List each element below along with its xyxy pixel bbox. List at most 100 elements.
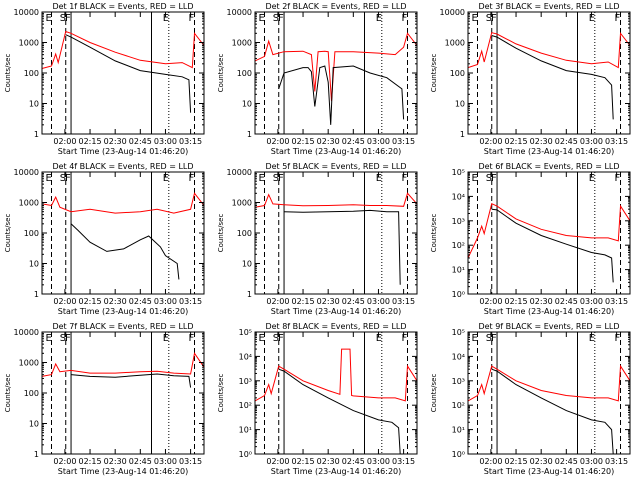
x-tick-label: 02:00 xyxy=(266,297,289,306)
x-axis-label: Start Time (23-Aug-14 01:46:20) xyxy=(58,467,189,476)
x-tick-label: 02:00 xyxy=(479,457,502,466)
flag-label: S xyxy=(60,13,66,24)
lld-series-line xyxy=(467,364,631,402)
events-series-line xyxy=(278,368,401,455)
y-tick-label: 1 xyxy=(460,130,465,139)
y-tick-label: 100 xyxy=(237,229,252,238)
y-tick-label: 1 xyxy=(247,290,252,299)
flag-label: S xyxy=(486,13,492,24)
y-tick-label: 10000 xyxy=(227,8,252,17)
flag-label: F xyxy=(65,13,71,24)
events-series-line xyxy=(65,34,192,113)
y-tick-label: 10⁰ xyxy=(452,450,465,459)
flag-label: E xyxy=(376,333,382,344)
y-tick-label: 10000 xyxy=(227,168,252,177)
flag-label: E xyxy=(471,13,477,24)
x-tick-label: 03:15 xyxy=(605,137,628,146)
y-tick-label: 10⁰ xyxy=(239,450,252,459)
flag-label: S xyxy=(273,333,279,344)
y-tick-label: 10¹ xyxy=(452,266,465,275)
lld-series-line xyxy=(41,192,205,214)
y-tick-label: 10 xyxy=(29,260,39,269)
y-tick-label: 100 xyxy=(24,69,39,78)
y-tick-label: 10⁵ xyxy=(452,328,465,337)
y-axis-label: Counts/sec xyxy=(217,374,225,413)
x-tick-label: 02:45 xyxy=(342,297,365,306)
flag-label: E xyxy=(258,13,264,24)
y-tick-label: 10³ xyxy=(239,377,252,386)
flag-label: S xyxy=(273,13,279,24)
y-tick-label: 1 xyxy=(34,450,39,459)
x-tick-label: 02:30 xyxy=(104,297,127,306)
flag-label: E xyxy=(471,173,477,184)
x-tick-label: 03:00 xyxy=(154,457,177,466)
flag-label: F xyxy=(491,173,497,184)
x-tick-label: 03:15 xyxy=(392,137,415,146)
flag-label: F xyxy=(189,13,195,24)
flag-label: E xyxy=(163,333,169,344)
x-tick-label: 02:15 xyxy=(505,297,528,306)
panel-title: Det 5f BLACK = Events, RED = LLD xyxy=(265,162,406,171)
flag-label: F xyxy=(65,173,71,184)
x-axis-label: Start Time (23-Aug-14 01:46:20) xyxy=(484,147,615,156)
panel-title: Det 9f BLACK = Events, RED = LLD xyxy=(478,322,619,331)
plot-frame xyxy=(41,331,205,455)
x-axis-label: Start Time (23-Aug-14 01:46:20) xyxy=(58,147,189,156)
y-tick-label: 1000 xyxy=(19,39,39,48)
y-tick-label: 1000 xyxy=(19,199,39,208)
events-series-line xyxy=(70,223,180,280)
x-tick-label: 03:00 xyxy=(367,457,390,466)
y-tick-label: 10³ xyxy=(452,377,465,386)
x-tick-label: 02:15 xyxy=(292,297,315,306)
y-tick-label: 100 xyxy=(237,69,252,78)
x-tick-label: 03:00 xyxy=(367,137,390,146)
events-series-line xyxy=(491,35,614,120)
lld-series-line xyxy=(467,202,631,259)
y-axis-label: Counts/sec xyxy=(4,214,12,253)
x-tick-label: 02:15 xyxy=(505,137,528,146)
x-tick-label: 03:15 xyxy=(392,457,415,466)
y-tick-label: 10² xyxy=(239,401,252,410)
y-tick-label: 10² xyxy=(452,241,465,250)
flag-label: F xyxy=(402,333,408,344)
y-axis-label: Counts/sec xyxy=(4,374,12,413)
x-tick-label: 02:15 xyxy=(292,457,315,466)
x-tick-label: 02:30 xyxy=(530,137,553,146)
x-tick-label: 03:15 xyxy=(179,457,202,466)
x-tick-label: 02:45 xyxy=(129,137,152,146)
x-tick-label: 02:30 xyxy=(317,457,340,466)
flag-label: E xyxy=(45,13,51,24)
x-tick-label: 02:30 xyxy=(104,457,127,466)
x-tick-label: 02:00 xyxy=(53,137,76,146)
y-axis-label: Counts/sec xyxy=(217,214,225,253)
y-tick-label: 10⁵ xyxy=(452,168,465,177)
y-tick-label: 10⁴ xyxy=(239,352,252,361)
panel-title: Det 3f BLACK = Events, RED = LLD xyxy=(478,2,619,11)
y-tick-label: 10⁴ xyxy=(452,192,465,201)
plot-frame xyxy=(254,331,418,455)
flag-label: E xyxy=(258,333,264,344)
flag-label: F xyxy=(615,333,621,344)
y-tick-label: 10¹ xyxy=(452,426,465,435)
flag-label: E xyxy=(258,173,264,184)
y-axis-label: Counts/sec xyxy=(430,214,438,253)
flag-label: F xyxy=(615,13,621,24)
x-tick-label: 02:45 xyxy=(129,457,152,466)
x-tick-label: 02:00 xyxy=(266,457,289,466)
flag-label: E xyxy=(163,13,169,24)
y-tick-label: 100 xyxy=(24,229,39,238)
x-tick-label: 02:30 xyxy=(317,137,340,146)
x-tick-label: 03:15 xyxy=(179,137,202,146)
y-tick-label: 1000 xyxy=(232,199,252,208)
x-tick-label: 02:15 xyxy=(79,457,102,466)
y-tick-label: 1 xyxy=(34,130,39,139)
y-tick-label: 10⁵ xyxy=(239,328,252,337)
events-series-line xyxy=(491,208,614,283)
